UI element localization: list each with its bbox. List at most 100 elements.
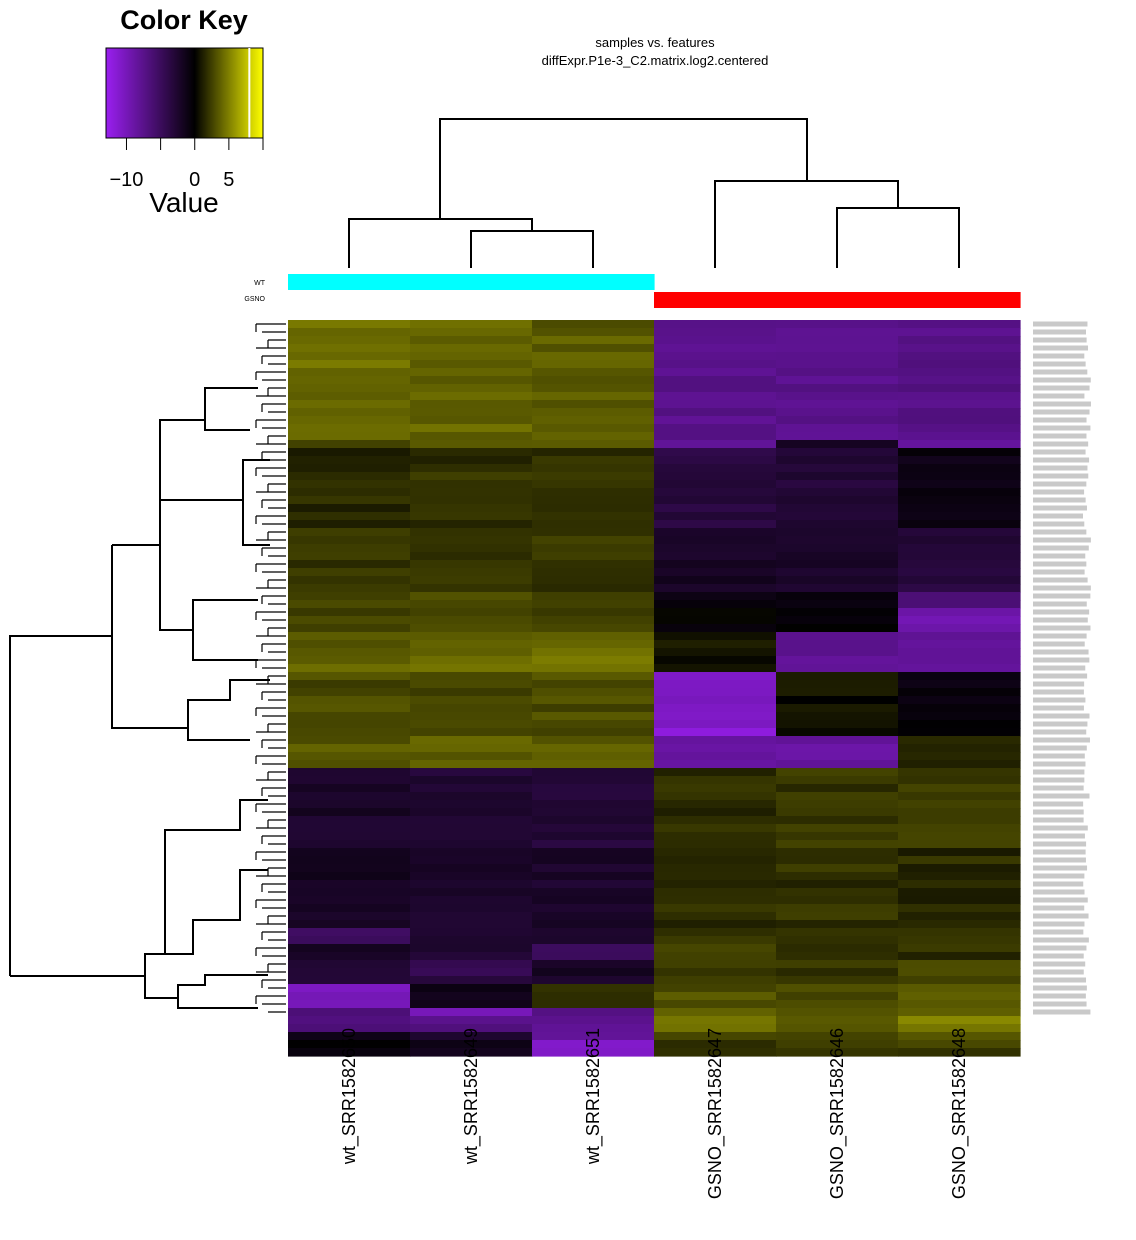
heatmap-cell: [898, 888, 1021, 897]
heatmap-cell: [898, 704, 1021, 713]
column-labels: wt_SRR1582650 wt_SRR1582649 wt_SRR1582651 G…: [339, 1028, 970, 1199]
heatmap-cell: [288, 952, 411, 961]
heatmap-cell: [776, 832, 899, 841]
heatmap-cell: [532, 960, 655, 969]
heatmap-cell: [898, 616, 1021, 625]
heatmap-cell: [410, 952, 533, 961]
heatmap-cell: [532, 888, 655, 897]
heatmap-cell: [776, 784, 899, 793]
heatmap-cell: [776, 552, 899, 561]
heatmap-cell: [654, 328, 777, 337]
heatmap-cell: [898, 400, 1021, 409]
heatmap-cell: [288, 912, 411, 921]
heatmap-cell: [532, 896, 655, 905]
heatmap-cell: [898, 696, 1021, 705]
heatmap-cell: [898, 480, 1021, 489]
heatmap-cell: [288, 664, 411, 673]
heatmap-cell: [776, 712, 899, 721]
heatmap-cell: [654, 344, 777, 353]
heatmap-cell: [776, 520, 899, 529]
row-dendro-branch: [111, 545, 188, 729]
heatmap-cell: [532, 688, 655, 697]
heatmap-cell: [288, 944, 411, 953]
heatmap-cell: [776, 792, 899, 801]
heatmap-cell: [654, 552, 777, 561]
heatmap-cell: [776, 880, 899, 889]
row-dendro-leaves: [255, 323, 286, 1013]
heatmap-cell: [410, 760, 533, 769]
heatmap-cell: [776, 496, 899, 505]
row-dendro-branch: [9, 635, 112, 976]
row-label-stub: [1033, 985, 1087, 991]
heatmap-cell: [898, 912, 1021, 921]
heatmap-cell: [532, 760, 655, 769]
heatmap-cell: [532, 376, 655, 385]
heatmap-cell: [898, 392, 1021, 401]
heatmap-cell: [532, 1000, 655, 1009]
chart-title: samples vs. features: [595, 35, 715, 50]
heatmap-cell: [654, 352, 777, 361]
heatmap-cell: [898, 360, 1021, 369]
heatmap-cell: [776, 336, 899, 345]
heatmap-cell: [654, 520, 777, 529]
heatmap-cell: [288, 640, 411, 649]
row-label-stub: [1033, 681, 1085, 687]
heatmap-cell: [776, 400, 899, 409]
heatmap-cell: [532, 832, 655, 841]
row-label-stub: [1033, 553, 1086, 559]
heatmap-cell: [898, 688, 1021, 697]
heatmap-cell: [776, 416, 899, 425]
heatmap-cell: [898, 664, 1021, 673]
row-label-stub: [1033, 849, 1086, 855]
heatmap-cell: [654, 816, 777, 825]
heatmap-cell: [288, 760, 411, 769]
heatmap-cell: [410, 632, 533, 641]
heatmap-cell: [898, 552, 1021, 561]
heatmap-cell: [288, 408, 411, 417]
heatmap-cell: [654, 808, 777, 817]
heatmap-cell: [532, 632, 655, 641]
heatmap-cell: [776, 672, 899, 681]
heatmap-cell: [654, 952, 777, 961]
heatmap-cell: [288, 704, 411, 713]
heatmap-cell: [288, 968, 411, 977]
heatmap-cell: [532, 640, 655, 649]
heatmap-cell: [776, 392, 899, 401]
row-label-stub: [1033, 857, 1086, 863]
heatmap-cell: [654, 408, 777, 417]
heatmap-cell: [532, 608, 655, 617]
heatmap-cell: [410, 624, 533, 633]
heatmap-cell: [776, 440, 899, 449]
heatmap-cell: [776, 856, 899, 865]
row-label-stub: [1033, 841, 1087, 847]
heatmap-cell: [288, 808, 411, 817]
heatmap-cell: [410, 600, 533, 609]
row-label-stub: [1033, 321, 1088, 327]
heatmap-cell: [288, 360, 411, 369]
heatmap-cell: [898, 1048, 1021, 1057]
heatmap-cell: [776, 512, 899, 521]
row-label-stub: [1033, 705, 1084, 711]
heatmap-cell: [410, 968, 533, 977]
heatmap-cell: [654, 632, 777, 641]
heatmap-cell: [288, 792, 411, 801]
heatmap-cell: [288, 512, 411, 521]
heatmap-cell: [776, 360, 899, 369]
row-dendro-branch: [112, 387, 258, 546]
heatmap-cell: [532, 360, 655, 369]
heatmap-cell: [654, 448, 777, 457]
row-dendro-branch: [187, 728, 250, 741]
heatmap-cell: [776, 480, 899, 489]
heatmap-cell: [288, 752, 411, 761]
heatmap-cell: [532, 472, 655, 481]
heatmap-cell: [898, 768, 1021, 777]
row-label-stub: [1033, 561, 1087, 567]
heatmap-cell: [288, 976, 411, 985]
heatmap-cell: [654, 712, 777, 721]
heatmap-cell: [532, 512, 655, 521]
heatmap-cell: [776, 848, 899, 857]
heatmap-cell: [898, 496, 1021, 505]
heatmap-cell: [898, 528, 1021, 537]
heatmap-cell: [532, 576, 655, 585]
heatmap-cell: [410, 552, 533, 561]
